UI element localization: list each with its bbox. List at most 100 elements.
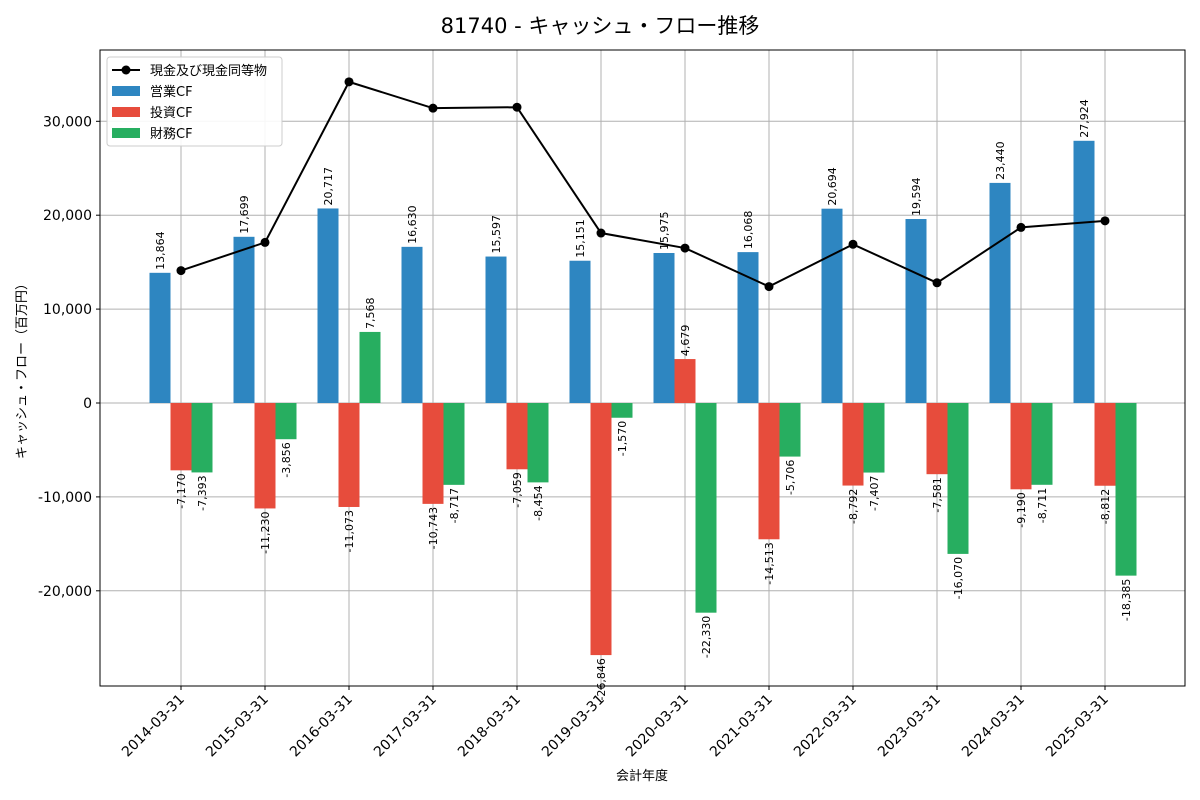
x-tick-label: 2021-03-31 (707, 692, 776, 761)
bar-投資CF (1094, 403, 1116, 486)
bar-営業CF (149, 272, 171, 403)
bar-財務CF (275, 403, 297, 440)
bar-value-label: 15,975 (658, 211, 671, 250)
cash-balance-point (1016, 222, 1026, 232)
bar-投資CF (926, 403, 948, 475)
cash-balance-point (596, 228, 606, 238)
bar-value-label: 15,597 (490, 215, 503, 254)
bar-value-label: -1,570 (616, 421, 629, 456)
y-axis-ticks: -20,000 -10,000 0 10,000 20,000 30,000 (38, 114, 100, 600)
cash-balance-point (344, 77, 354, 87)
x-tick-label: 2022-03-31 (791, 692, 860, 761)
bar-営業CF (905, 219, 927, 403)
legend-entry: 投資CF (150, 105, 193, 121)
y-tick-label: 10,000 (43, 302, 92, 318)
bar-営業CF (653, 252, 675, 403)
bar-value-label: 7,568 (364, 297, 377, 329)
cash-balance-point (764, 282, 774, 292)
bar-投資CF (254, 403, 276, 509)
x-axis-label: 会計年度 (616, 768, 668, 784)
cash-balance-point (260, 237, 270, 247)
legend-swatch (112, 128, 140, 138)
bar-value-label: 20,694 (826, 167, 839, 206)
bar-value-label: -8,711 (1036, 488, 1049, 523)
x-tick-label: 2017-03-31 (371, 692, 440, 761)
bar-value-label: 20,717 (322, 167, 335, 206)
bar-財務CF (1031, 403, 1053, 485)
bar-財務CF (947, 403, 969, 554)
bar-value-label: -14,513 (763, 542, 776, 584)
bar-value-label: -8,454 (532, 485, 545, 520)
bar-投資CF (674, 359, 696, 403)
bar-value-label: 16,630 (406, 205, 419, 244)
bar-value-label: -18,385 (1120, 579, 1133, 621)
plot-area-frame (99, 49, 1186, 687)
cash-balance-point (848, 239, 858, 249)
bar-value-label: -11,230 (259, 511, 272, 553)
bar-投資CF (1010, 403, 1032, 490)
legend-swatch-marker (121, 65, 131, 75)
cash-balance-point (428, 103, 438, 113)
legend-swatch (112, 86, 140, 96)
bar-value-label: 15,151 (574, 219, 587, 258)
bar-value-label: -7,407 (868, 476, 881, 511)
bar-投資CF (842, 403, 864, 486)
x-tick-label: 2020-03-31 (623, 692, 692, 761)
bar-value-label: -26,846 (595, 658, 608, 700)
bar-財務CF (443, 403, 465, 485)
line-series (176, 77, 1110, 292)
bar-財務CF (527, 403, 549, 483)
x-tick-label: 2023-03-31 (875, 692, 944, 761)
x-tick-label: 2025-03-31 (1043, 692, 1112, 761)
bar-営業CF (737, 252, 759, 403)
bar-value-label: 16,068 (742, 211, 755, 250)
bar-value-label: -22,330 (700, 616, 713, 658)
bar-財務CF (1115, 403, 1137, 576)
bar-営業CF (989, 182, 1011, 403)
chart-title: 81740 - キャッシュ・フロー推移 (441, 14, 760, 38)
bar-営業CF (1073, 140, 1095, 403)
bar-営業CF (317, 208, 339, 403)
bar-財務CF (779, 403, 801, 457)
bar-営業CF (233, 236, 255, 403)
bar-value-label: -7,170 (175, 473, 188, 508)
bar-value-label: -8,792 (847, 489, 860, 524)
legend-entry: 現金及び現金同等物 (150, 63, 267, 79)
cash-balance-point (176, 266, 186, 276)
bar-value-label: 17,699 (238, 195, 251, 234)
cash-balance-line (180, 80, 1106, 288)
y-tick-label: 20,000 (43, 208, 92, 224)
legend-frame (106, 56, 283, 147)
bar-value-label: -5,706 (784, 460, 797, 495)
cash-balance-point (680, 243, 690, 253)
data-labels: 13,864 17,699 20,717 16,630 15,597 15,151 15,9… (154, 99, 1133, 700)
x-tick-label: 2019-03-31 (539, 692, 608, 761)
bar-財務CF (191, 403, 213, 473)
bar-value-label: -7,393 (196, 475, 209, 510)
y-axis-label: キャッシュ・フロー（百万円） (15, 277, 30, 459)
x-tick-label: 2024-03-31 (959, 692, 1028, 761)
bar-投資CF (758, 403, 780, 540)
bar-value-label: -3,856 (280, 442, 293, 477)
bar-value-label: -7,581 (931, 477, 944, 512)
y-tick-label: 0 (83, 396, 92, 412)
bar-series (149, 140, 1137, 656)
bar-value-label: 23,440 (994, 141, 1007, 180)
y-tick-label: 30,000 (43, 114, 92, 130)
bar-value-label: -9,190 (1015, 492, 1028, 527)
bar-財務CF (359, 331, 381, 403)
bar-投資CF (338, 403, 360, 507)
bar-value-label: -8,812 (1099, 489, 1112, 524)
x-tick-label: 2018-03-31 (455, 692, 524, 761)
legend-entry: 営業CF (150, 84, 193, 100)
x-axis-ticks: 2014-03-31 2015-03-31 2016-03-31 2017-03-31… (119, 686, 1112, 760)
cash-balance-point (932, 278, 942, 288)
bar-value-label: -11,073 (343, 510, 356, 552)
cash-balance-point (512, 102, 522, 112)
x-tick-label: 2016-03-31 (287, 692, 356, 761)
legend-entry: 財務CF (150, 127, 193, 142)
bar-value-label: -16,070 (952, 557, 965, 599)
